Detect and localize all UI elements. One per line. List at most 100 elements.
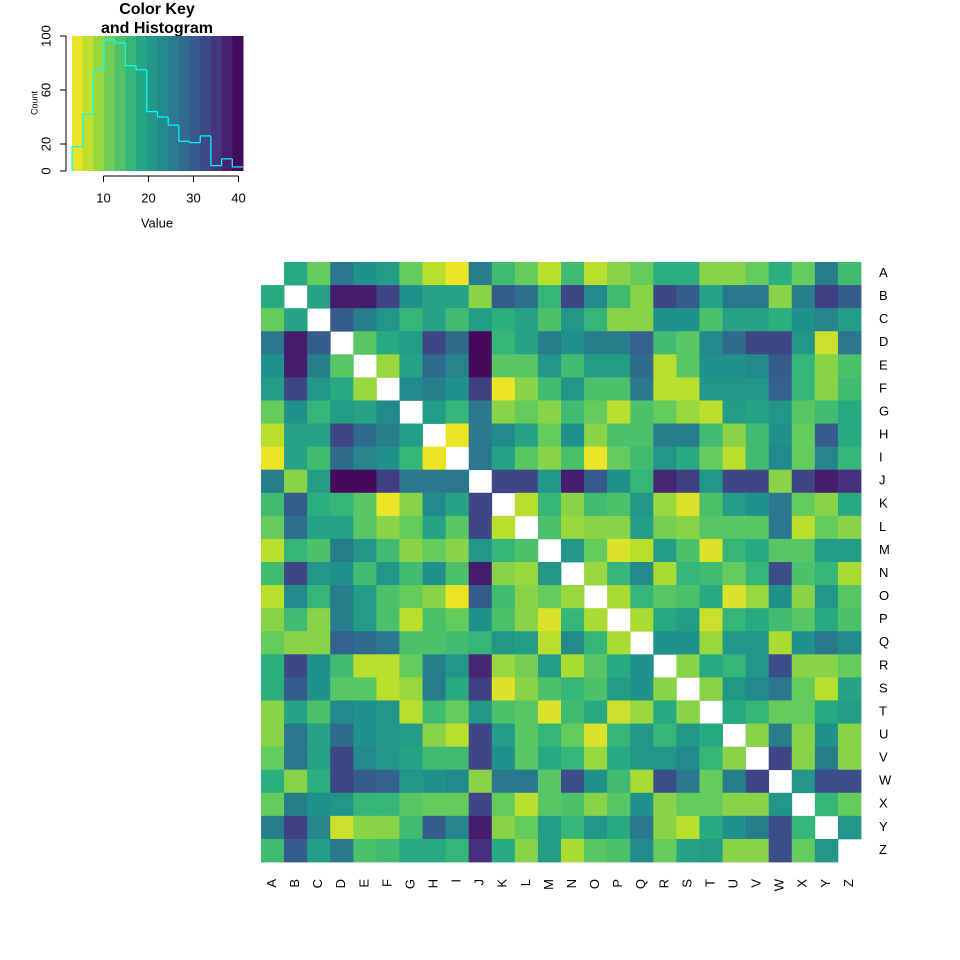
heatmap-cell — [330, 769, 354, 794]
heatmap-cell — [607, 769, 631, 794]
heatmap-cell — [768, 746, 793, 771]
heatmap-cell — [514, 446, 539, 471]
heatmap-cell — [561, 585, 585, 609]
heatmap-cell — [745, 492, 770, 517]
heatmap-cell — [768, 400, 793, 424]
heatmap-cell — [537, 308, 562, 332]
heatmap-cell — [699, 769, 723, 794]
heatmap-cell — [699, 354, 723, 378]
heatmap-cell — [491, 631, 516, 655]
heatmap-cell — [607, 723, 631, 748]
heatmap-cell — [399, 585, 423, 609]
heatmap-cell — [307, 677, 331, 701]
heatmap-cell — [745, 608, 770, 632]
heatmap-cell — [468, 377, 493, 401]
heatmap-cell — [330, 469, 354, 494]
heatmap-cell — [745, 700, 770, 724]
heatmap-cell — [491, 746, 516, 771]
heatmap-cell — [584, 700, 608, 724]
heatmap-cell — [791, 562, 816, 586]
heatmap-cell — [514, 285, 539, 309]
heatmap-cell — [699, 492, 723, 517]
color-band — [221, 36, 233, 171]
heatmap-cell — [630, 769, 654, 794]
color-band — [82, 36, 94, 171]
heatmap-cell — [837, 631, 862, 655]
heatmap-cell — [699, 654, 723, 678]
heatmap-cell — [422, 792, 447, 817]
heatmap-cell — [814, 562, 839, 586]
heatmap-cell — [814, 700, 839, 724]
heatmap-cell — [814, 654, 839, 678]
heatmap-cell — [791, 838, 816, 863]
row-label: C — [879, 311, 888, 326]
color-band — [178, 36, 191, 171]
y-tick-label: 20 — [38, 137, 53, 151]
heatmap-cell — [722, 262, 747, 286]
heatmap-cell — [537, 746, 562, 771]
heatmap-cell — [376, 538, 400, 563]
heatmap-cell — [330, 262, 354, 286]
heatmap-cell — [630, 492, 654, 517]
heatmap-cell — [768, 262, 793, 286]
heatmap-cell — [561, 515, 585, 540]
heatmap-cell — [514, 631, 539, 655]
heatmap-cell — [814, 331, 839, 355]
heatmap-cell — [653, 608, 677, 632]
heatmap-cell — [468, 562, 493, 586]
heatmap-cell — [607, 285, 631, 309]
heatmap-cell — [468, 654, 493, 678]
heatmap-cell — [561, 285, 585, 309]
heatmap-cell — [653, 377, 677, 401]
heatmap-cell — [537, 654, 562, 678]
heatmap-cell — [791, 262, 816, 286]
heatmap-cell — [353, 677, 377, 701]
heatmap-cell — [307, 815, 331, 840]
heatmap-cell — [814, 723, 839, 748]
heatmap-cell — [445, 746, 470, 771]
heatmap-cell — [653, 285, 677, 309]
heatmap-cell — [353, 262, 377, 286]
y-tick-label: 100 — [38, 25, 53, 47]
heatmap-cell — [399, 746, 423, 771]
heatmap-cell — [422, 838, 447, 863]
heatmap-cell — [607, 585, 631, 609]
heatmap-cell — [284, 377, 308, 401]
heatmap-cell — [630, 608, 654, 632]
heatmap-cell — [514, 492, 539, 517]
heatmap-cell — [837, 469, 862, 494]
column-label: N — [564, 879, 579, 888]
row-label: S — [879, 680, 888, 695]
heatmap-cell — [330, 746, 354, 771]
heatmap-cell — [399, 331, 423, 355]
heatmap-cell — [814, 746, 839, 771]
heatmap-cell — [722, 562, 747, 586]
heatmap-cell — [307, 631, 331, 655]
heatmap-cell — [745, 446, 770, 471]
heatmap-cell — [653, 562, 677, 586]
heatmap-cell — [284, 492, 308, 517]
heatmap-cell — [630, 400, 654, 424]
heatmap-cell — [630, 838, 654, 863]
heatmap-cell — [699, 631, 723, 655]
heatmap-cell — [261, 723, 285, 748]
heatmap-cell — [607, 677, 631, 701]
heatmap-cell — [722, 608, 747, 632]
heatmap-cell — [445, 838, 470, 863]
heatmap-cell — [676, 492, 700, 517]
heatmap-cell — [561, 354, 585, 378]
heatmap-cell — [261, 769, 285, 794]
heatmap-cell — [307, 469, 331, 494]
heatmap-cell — [422, 700, 447, 724]
heatmap-cell — [653, 262, 677, 286]
heatmap-cell — [561, 815, 585, 840]
heatmap-cell — [353, 562, 377, 586]
heatmap-cell — [514, 308, 539, 332]
heatmap-cell — [745, 585, 770, 609]
heatmap-cell — [745, 377, 770, 401]
heatmap-cell — [745, 815, 770, 840]
heatmap-cell — [837, 654, 862, 678]
heatmap-cell — [284, 538, 308, 563]
heatmap-cell — [537, 377, 562, 401]
heatmap-cell — [676, 723, 700, 748]
